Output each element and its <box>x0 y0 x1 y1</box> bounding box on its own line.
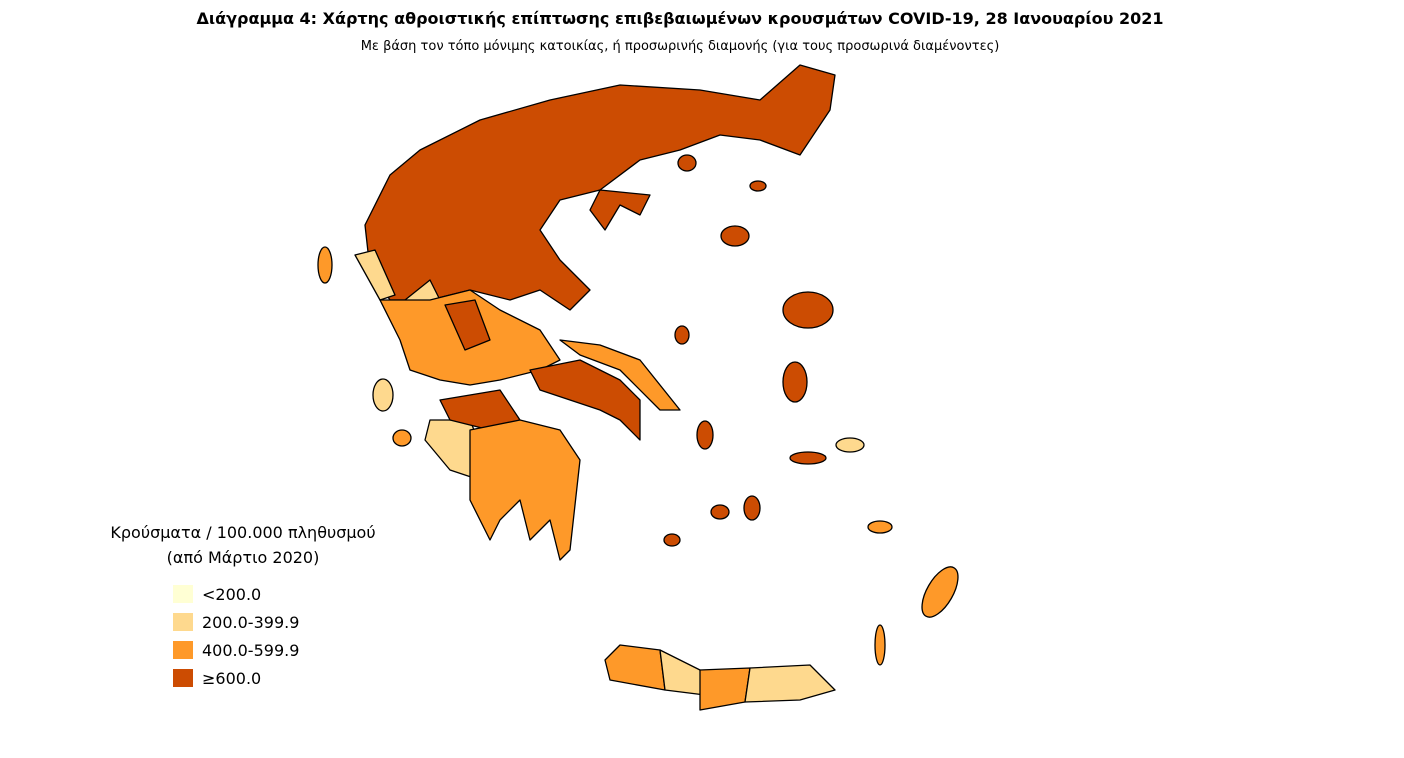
legend-title: (από Μάρτιο 2020) <box>167 548 320 567</box>
region <box>604 644 666 691</box>
region <box>782 291 834 329</box>
region <box>354 249 396 301</box>
region <box>674 325 690 345</box>
region <box>317 246 333 284</box>
title: Διάγραμμα 4: Χάρτης αθροιστικής επίπτωση… <box>196 9 1163 28</box>
region <box>659 649 706 696</box>
legend-swatch <box>173 669 193 687</box>
region <box>529 359 641 441</box>
region <box>744 664 836 703</box>
legend-swatch <box>173 613 193 631</box>
region <box>710 504 730 520</box>
legend-swatch <box>173 585 193 603</box>
legend-label: ≥600.0 <box>202 669 261 688</box>
region <box>699 667 751 711</box>
region <box>789 451 827 465</box>
legend-label: 200.0-399.9 <box>202 613 299 632</box>
region <box>874 624 886 666</box>
region <box>444 299 491 351</box>
legend-label: <200.0 <box>202 585 261 604</box>
region <box>364 64 836 311</box>
region <box>559 339 681 411</box>
region <box>677 154 697 172</box>
region <box>720 225 750 247</box>
region <box>921 566 959 618</box>
subtitle: Με βάση τον τόπο μόνιμης κατοικίας, ή πρ… <box>361 39 1000 54</box>
region <box>469 419 581 561</box>
map <box>317 64 959 711</box>
region <box>589 189 651 231</box>
region <box>749 180 767 192</box>
region <box>835 437 865 453</box>
legend-title: Κρούσματα / 100.000 πληθυσμού <box>110 523 375 542</box>
region <box>743 495 761 521</box>
region <box>867 520 893 534</box>
region <box>372 378 394 412</box>
legend-label: 400.0-599.9 <box>202 641 299 660</box>
region <box>696 420 714 450</box>
legend: <200.0 200.0-399.9 400.0-599.9 ≥600.0 <box>173 585 299 688</box>
legend-swatch <box>173 641 193 659</box>
region <box>392 429 412 447</box>
region <box>782 361 808 403</box>
region <box>663 533 681 547</box>
